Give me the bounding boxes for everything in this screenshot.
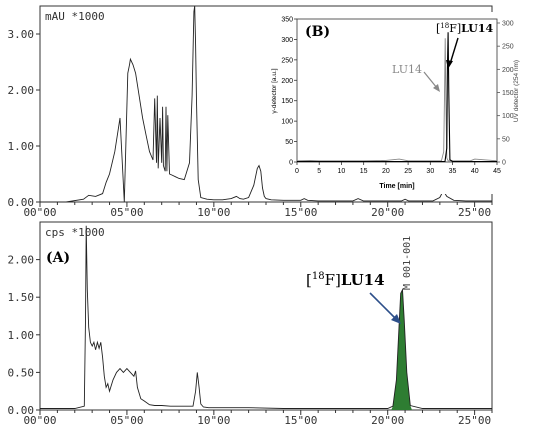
x-tick-label: 25"00 [458,206,491,219]
annotation-lu14: LU14 [392,63,422,76]
x-axis-label: Time [min] [379,183,414,190]
annotation-arrow [369,292,398,321]
x-tick-label: 15 [360,168,368,175]
x-tick-label: 05"00 [110,414,143,427]
x-tick-label: 10"00 [197,414,230,427]
panel-label-b: (B) [305,24,330,40]
unit-label: cps *1000 [45,226,105,239]
y2-tick-label: 0 [502,160,506,167]
y2-tick-label: 250 [502,44,514,51]
series-line [40,5,492,203]
annotation-arrowhead [391,314,401,324]
x-tick-label: 0 [295,168,299,175]
x-axis: 00"00 05"00 10"00 15"00 20"00 25"00 [23,202,493,219]
arrowhead-lu14 [433,84,440,92]
x-tick-label: 45 [493,168,501,175]
series-line-uv [297,32,497,163]
inset-background [268,12,504,194]
y2-tick-label: 50 [502,136,510,143]
y-tick-label: 1.00 [8,329,35,342]
y-tick-label: 1.50 [8,291,35,304]
x-tick-label: 10 [338,168,346,175]
y2-tick-label: 150 [502,90,514,97]
x-tick-label: 25 [404,168,412,175]
y-tick-label: 1.00 [8,140,35,153]
panel-label-a: (A) [46,250,70,266]
x-tick-label: 20"00 [371,414,404,427]
y2-tick-label: 100 [502,113,514,120]
y-axis-right: 0 50 100 150 200 250 300 [497,21,514,167]
y-tick-label: 50 [285,139,293,146]
y-tick-label: 0.00 [8,404,35,417]
peak-annotation: [18F]LU14 [306,271,385,289]
x-tick-label: 10"00 [197,206,230,219]
arrow-lu14 [423,71,438,89]
series-line [40,225,492,409]
x-tick-label: 5 [317,168,321,175]
x-tick-label: 30 [426,168,434,175]
peak-label: M 001-001 [402,236,413,290]
y-axis: 0.00 1.00 2.00 3.00 [8,28,40,209]
arrowhead-18f-lu14 [446,60,453,69]
y-tick-label: 200 [281,78,293,85]
x-axis: 00"00 05"00 10"00 15"00 20"00 25"00 [23,410,493,427]
series-line-gamma [296,38,498,162]
y2-axis-label: UV detector (254 nm) [513,60,520,122]
y-axis-label: γ-detector [a.u.] [271,68,278,113]
x-tick-label: 15"00 [284,414,317,427]
x-tick-label: 05"00 [110,206,143,219]
x-tick-label: 00"00 [23,414,56,427]
y-tick-label: 350 [281,17,293,24]
y-tick-label: 2.00 [8,84,35,97]
plot-frame [39,221,493,411]
x-tick-label: 40 [471,168,479,175]
arrow-18f-lu14 [449,37,459,65]
y-tick-label: 2.00 [8,254,35,267]
x-tick-label: 35 [449,168,457,175]
y-axis-left: 0 50 100 150 200 250 300 350 [281,17,297,167]
x-axis: 0 5 10 15 20 25 30 35 40 45 [295,162,501,175]
y-tick-label: 0 [289,160,293,167]
y2-tick-label: 200 [502,67,514,74]
x-tick-label: 00"00 [23,206,56,219]
y-axis: 0.00 0.50 1.00 1.50 2.00 [8,254,40,417]
x-tick-label: 25"00 [458,414,491,427]
y-tick-label: 0.50 [8,366,35,379]
y-tick-label: 300 [281,37,293,44]
x-tick-label: 20"00 [371,206,404,219]
x-tick-label: 15"00 [284,206,317,219]
y-tick-label: 250 [281,57,293,64]
y-tick-label: 150 [281,98,293,105]
y-tick-label: 0.00 [8,196,35,209]
panel-radio-chromatogram: cps *1000 (A) 0.00 0.50 1.00 1.50 2.00 00"00… [8,221,493,427]
y-tick-label: 100 [281,119,293,126]
y-tick-label: 3.00 [8,28,35,41]
unit-label: mAU *1000 [45,10,105,23]
x-tick-label: 20 [382,168,390,175]
annotation-18f-lu14: [18F]LU14 [436,22,494,35]
y2-tick-label: 300 [502,21,514,28]
panel-uv-chromatogram: mAU *1000 0.00 1.00 2.00 3.00 00"00 05"00 10"… [8,5,493,219]
